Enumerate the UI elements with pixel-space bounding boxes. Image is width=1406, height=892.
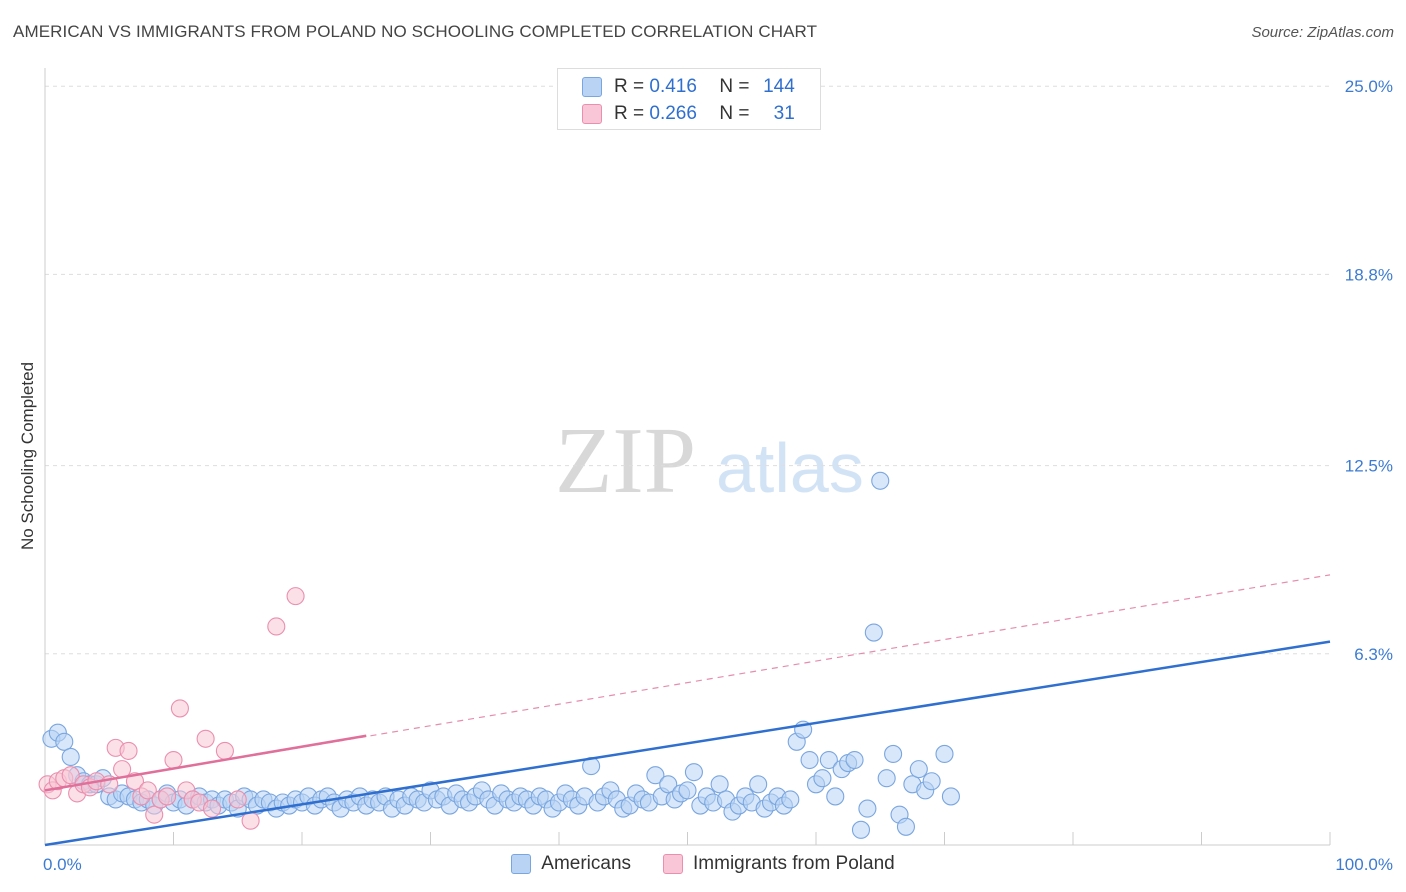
poland-point (196, 729, 215, 748)
poland-point (215, 741, 234, 760)
watermark: ZIP atlas (555, 409, 864, 513)
legend-row-poland: R = 0.266 N = 31 (582, 101, 795, 127)
watermark-atlas: atlas (716, 429, 864, 507)
y-tick-label: 6.3% (1354, 645, 1393, 664)
poland-point (286, 587, 305, 606)
n-value: 144 (763, 76, 795, 97)
poland-point (158, 787, 177, 806)
americans-point (935, 744, 954, 763)
legend-item-poland: Immigrants from Poland (663, 853, 895, 875)
americans-point (813, 769, 832, 788)
americans-point (896, 817, 916, 836)
americans-point (61, 747, 80, 767)
americans-point (877, 769, 896, 788)
n-label: N = (719, 103, 750, 124)
axes (44, 68, 1331, 846)
americans-point (781, 790, 800, 809)
poland-point (164, 750, 183, 770)
legend-label: Americans (541, 853, 632, 874)
americans-swatch (582, 77, 602, 97)
americans-point (55, 732, 74, 751)
poland-trend-extension (44, 574, 1331, 791)
r-label: R = (614, 76, 645, 97)
x-tick-label: 0.0% (43, 855, 82, 874)
poland-trend-line (44, 734, 367, 792)
grid-lines (45, 85, 1330, 655)
americans-point (800, 750, 819, 770)
poland-point (228, 790, 247, 809)
stats-legend: R = 0.416 N = 144 R = 0.266 N = 31 (557, 68, 821, 130)
legend-item-americans: Americans (511, 853, 631, 875)
poland-point (203, 799, 222, 818)
americans-point (864, 623, 883, 642)
r-value: 0.266 (649, 103, 697, 124)
americans-point (845, 750, 864, 770)
watermark-zip: ZIP (555, 409, 696, 513)
americans-point (884, 744, 903, 763)
poland-point (145, 805, 164, 824)
data-points (38, 471, 960, 839)
americans-point (819, 750, 838, 770)
r-value: 0.416 (649, 76, 697, 97)
poland-point (241, 811, 260, 830)
series-legend: Americans Immigrants from Poland (0, 850, 1406, 878)
americans-point (922, 772, 941, 791)
n-label: N = (719, 76, 750, 97)
americans-point (749, 775, 768, 794)
americans-point (684, 763, 703, 782)
source-credit: Source: ZipAtlas.com (1251, 24, 1394, 41)
poland-point (267, 617, 286, 636)
poland-point (61, 766, 80, 785)
r-label: R = (614, 103, 645, 124)
poland-swatch (663, 854, 684, 874)
americans-point (678, 781, 697, 800)
chart-title: AMERICAN VS IMMIGRANTS FROM POLAND NO SC… (13, 22, 818, 41)
poland-point (119, 741, 138, 760)
americans-point (710, 775, 729, 794)
tick-labels: 6.3% 12.5% 18.8% 25.0% 0.0% 100.0% (43, 77, 1393, 874)
americans-point (941, 787, 960, 806)
y-tick-label: 18.8% (1345, 265, 1393, 284)
americans-point (851, 820, 871, 839)
y-tick-label: 12.5% (1345, 457, 1393, 476)
poland-point (138, 781, 157, 800)
poland-point (170, 699, 189, 718)
americans-swatch (511, 854, 532, 874)
legend-row-americans: R = 0.416 N = 144 (582, 74, 795, 100)
poland-swatch (582, 104, 602, 124)
americans-point (858, 799, 877, 818)
legend-label: Immigrants from Poland (693, 853, 895, 874)
trend-lines (44, 574, 1331, 847)
americans-point (909, 760, 928, 779)
americans-point (826, 787, 845, 806)
americans-point (646, 766, 665, 785)
americans-point (871, 471, 890, 490)
y-tick-label: 25.0% (1345, 77, 1393, 96)
x-tick-label: 100.0% (1335, 855, 1393, 874)
americans-trend-line (44, 640, 1331, 847)
americans-point (659, 775, 678, 794)
n-value: 31 (773, 103, 795, 124)
